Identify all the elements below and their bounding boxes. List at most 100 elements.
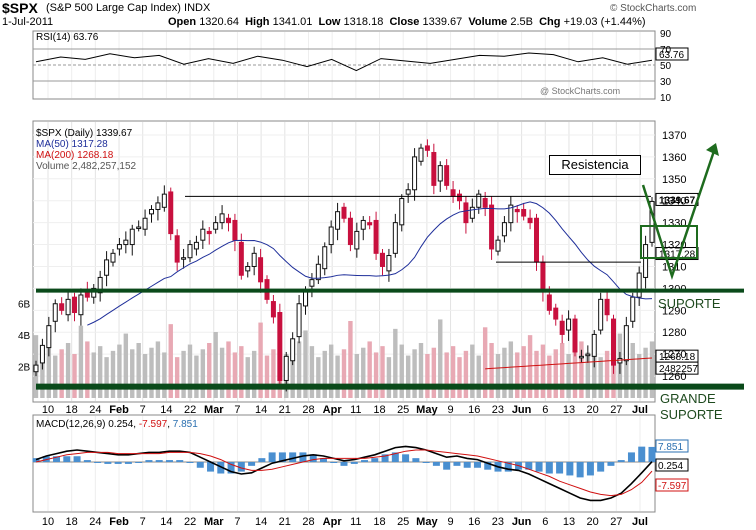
volume-bar — [316, 357, 321, 398]
volume-bar — [399, 344, 404, 398]
x-tick-label: 16 — [468, 516, 480, 528]
macd-histogram-bar — [576, 462, 584, 478]
volume-bar — [219, 347, 225, 398]
macd-value-label: 0.254 — [658, 461, 683, 472]
macd-histogram-bar — [350, 462, 358, 464]
candle-body — [444, 165, 450, 186]
volume-bar — [149, 347, 154, 398]
candle-body — [315, 263, 321, 281]
macd-histogram-bar — [525, 462, 533, 470]
volume-bar — [194, 355, 199, 398]
volume-bar — [508, 341, 514, 398]
macd-histogram-bar — [361, 460, 369, 462]
macd-histogram-bar — [504, 462, 512, 472]
candle-body — [238, 241, 244, 276]
candle-body — [97, 276, 103, 294]
x-tick-label: 14 — [160, 404, 172, 416]
arrow-head — [706, 143, 719, 156]
volume-bar — [470, 344, 475, 398]
volume-bar — [207, 343, 212, 398]
volume-bar — [46, 344, 52, 398]
candle-body — [514, 208, 520, 213]
candle-body — [392, 222, 398, 254]
volume-bar — [213, 332, 218, 398]
volume-bar — [264, 355, 270, 398]
candle-body — [553, 307, 559, 320]
candle-body — [399, 198, 405, 226]
candle-body — [482, 198, 488, 208]
candle-body — [245, 265, 251, 272]
volume-bar — [534, 350, 539, 398]
macd-histogram-bar — [566, 462, 574, 476]
candle-body — [303, 290, 308, 307]
macd-histogram-bar — [63, 456, 71, 462]
candle-body — [489, 204, 495, 250]
candle-body — [258, 257, 264, 283]
volume-bar — [515, 352, 520, 398]
volume-bar — [412, 349, 417, 398]
x-tick-label: Mar — [204, 404, 224, 416]
candle-body — [219, 213, 225, 224]
macd-histogram-bar — [176, 460, 184, 462]
ma50-line — [87, 201, 653, 326]
candle-body — [200, 228, 206, 241]
x-tick-label: 10 — [42, 404, 54, 416]
candle-body — [405, 189, 411, 195]
symbol-title: $SPX — [2, 0, 38, 16]
volume-bar — [476, 355, 481, 398]
candle-body — [386, 255, 392, 272]
macd-value-label: 7.851 — [658, 442, 683, 453]
x-tick-label: May — [416, 516, 438, 528]
candle-body — [508, 204, 514, 224]
macd-histogram-bar — [371, 458, 379, 462]
last-close-value: 1339.67 — [659, 195, 696, 206]
volume-bar — [78, 325, 84, 398]
macd-histogram-bar — [53, 456, 61, 462]
volume-bar — [328, 344, 334, 398]
macd-value-box — [655, 458, 689, 472]
macd-histogram-bar — [391, 452, 399, 462]
price-tick-label: 1270 — [662, 349, 686, 361]
macd-histogram-bar — [145, 460, 153, 462]
macd-histogram-bar — [227, 462, 235, 474]
candle-body — [309, 279, 315, 287]
macd-histogram-bar — [32, 458, 40, 462]
volume-bar — [425, 354, 430, 398]
volume-bar — [579, 341, 584, 398]
candle-body — [540, 261, 546, 292]
candle-body — [181, 257, 187, 260]
rsi-tick-label: 10 — [660, 93, 672, 104]
volume-bar — [341, 349, 347, 398]
candle-body — [469, 206, 475, 219]
candle-body — [91, 287, 97, 298]
candle-body — [534, 217, 539, 263]
candle-body — [123, 239, 129, 246]
macd-histogram-bar — [135, 462, 143, 463]
x-tick-label: 6 — [542, 516, 548, 528]
x-tick-label: 18 — [373, 404, 385, 416]
candle-body — [251, 252, 257, 267]
candle-body — [566, 318, 572, 331]
x-tick-label: 14 — [160, 516, 172, 528]
macd-histogram-bar — [207, 462, 215, 472]
macd-histogram-bar — [268, 452, 276, 462]
candle-body — [187, 244, 193, 259]
x-tick-label: 7 — [140, 404, 146, 416]
volume-bar — [547, 355, 552, 398]
price-tick-label: 1290 — [662, 305, 686, 317]
x-tick-label: 20 — [587, 404, 599, 416]
x-tick-label: 13 — [563, 404, 575, 416]
macd-histogram-bar — [309, 454, 317, 462]
volume-bar — [636, 354, 642, 398]
candle-body — [630, 296, 636, 322]
x-tick-label: 14 — [255, 404, 267, 416]
candle-body — [636, 272, 642, 298]
big-support-line-1: GRANDE — [660, 391, 716, 406]
volume-bar — [502, 347, 507, 398]
macd-histogram-bar — [217, 462, 225, 474]
macd-histogram-bar — [289, 452, 297, 462]
x-tick-label: May — [416, 404, 438, 416]
macd-histogram-bar — [556, 462, 564, 474]
macd-value-box — [655, 478, 689, 492]
